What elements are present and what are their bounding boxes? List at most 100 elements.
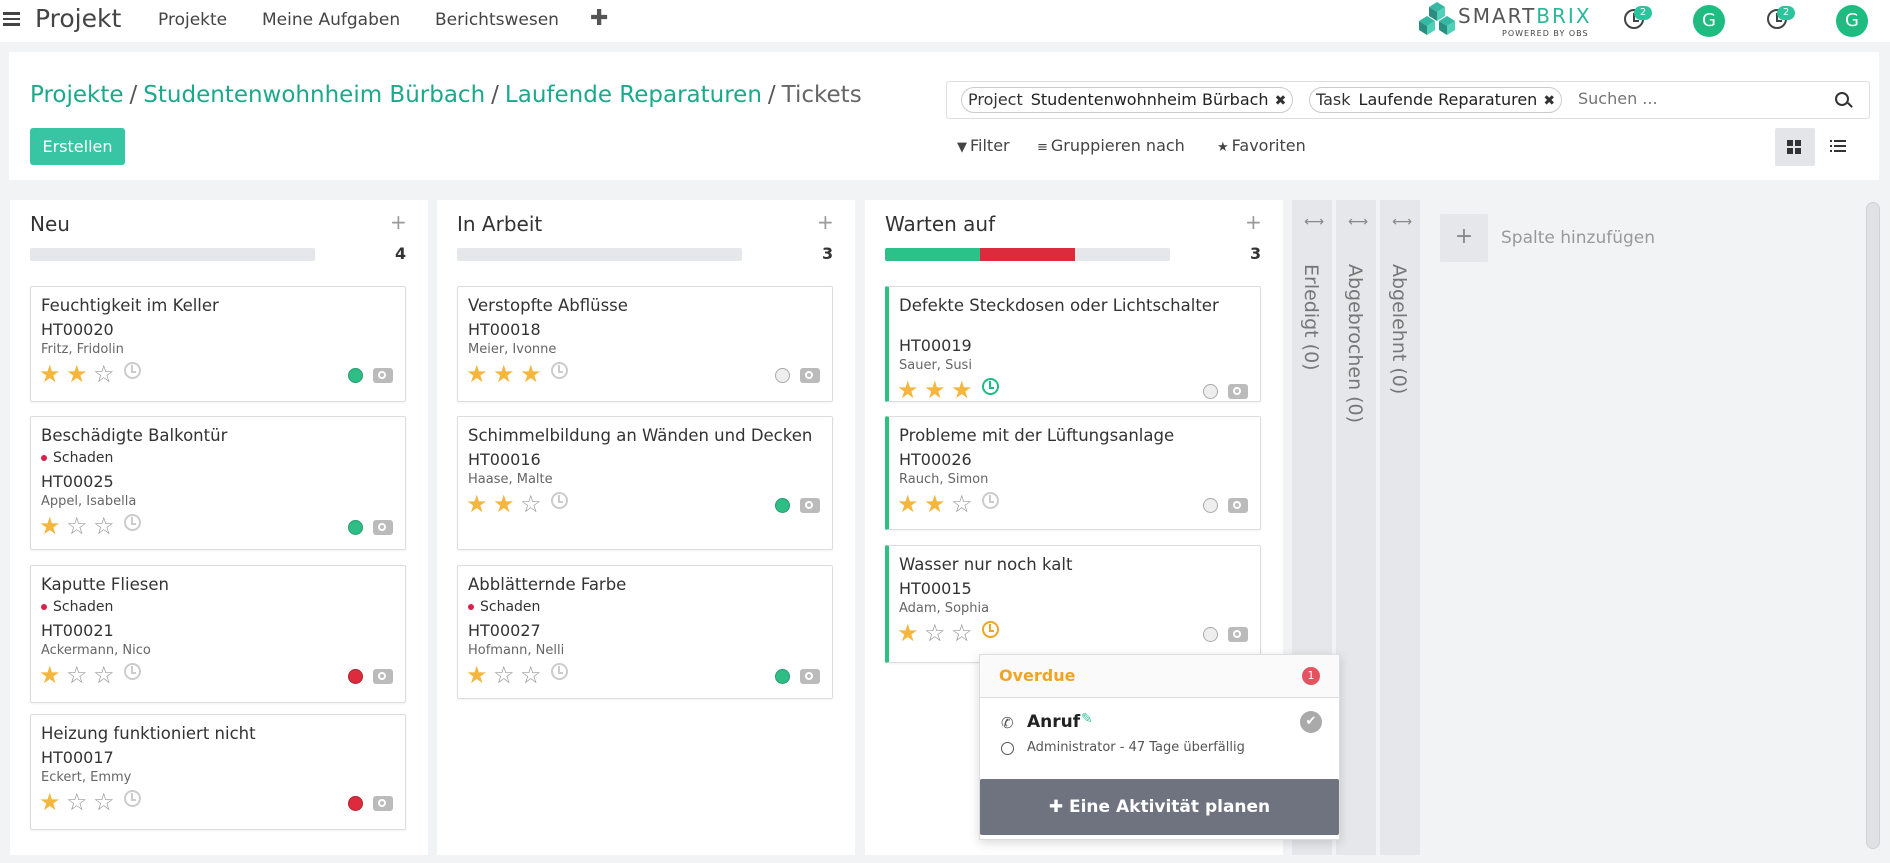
activity-clock-icon[interactable] [551, 492, 568, 509]
group-by-button[interactable]: ≡ Gruppieren nach [1037, 136, 1185, 155]
priority-star-icon[interactable]: ★ [466, 661, 488, 689]
add-column-label[interactable]: Spalte hinzufügen [1501, 228, 1656, 248]
priority-star-icon[interactable]: ★ [897, 490, 919, 518]
priority-star-icon[interactable]: ★ [493, 360, 515, 388]
priority-star-icon[interactable]: ☆ [66, 788, 88, 816]
status-dot[interactable] [775, 368, 790, 383]
menu-projekte[interactable]: Projekte [158, 10, 228, 30]
priority-star-icon[interactable]: ★ [66, 360, 88, 388]
priority-star-icon[interactable]: ☆ [93, 512, 115, 540]
priority-star-icon[interactable]: ☆ [93, 661, 115, 689]
camera-icon[interactable] [373, 368, 393, 383]
priority-star-icon[interactable]: ★ [924, 376, 946, 404]
status-dot[interactable] [348, 669, 363, 684]
quick-add-icon[interactable]: + [1245, 210, 1262, 234]
priority-star-icon[interactable]: ☆ [493, 661, 515, 689]
priority-star-icon[interactable]: ★ [493, 490, 515, 518]
kanban-card[interactable]: Schimmelbildung an Wänden und Decken HT00… [457, 416, 833, 550]
activity-clock-icon[interactable] [551, 663, 568, 680]
priority-star-icon[interactable]: ☆ [951, 619, 973, 647]
activity-clock-icon[interactable] [551, 362, 568, 379]
kanban-card[interactable]: Kaputte Fliesen Schaden HT00021 Ackermann, … [30, 565, 406, 703]
remove-facet-icon[interactable]: ✖ [1543, 93, 1556, 109]
kanban-card[interactable]: Verstopfte Abflüsse HT00018 Meier, Ivonne ★… [457, 286, 833, 402]
priority-star-icon[interactable]: ★ [39, 512, 61, 540]
camera-icon[interactable] [800, 368, 820, 383]
priority-star-icon[interactable]: ★ [39, 661, 61, 689]
priority-star-icon[interactable]: ☆ [66, 512, 88, 540]
column-progress-bar[interactable] [30, 248, 315, 261]
activity-title[interactable]: Anruf [1027, 712, 1081, 732]
status-dot[interactable] [1203, 384, 1218, 399]
create-button[interactable]: Erstellen [30, 128, 125, 165]
progress-segment[interactable] [979, 248, 1075, 261]
priority-star-icon[interactable]: ★ [466, 360, 488, 388]
kanban-card[interactable]: Beschädigte Balkontür Schaden HT00025 Appel… [30, 416, 406, 550]
activity-clock-icon[interactable] [982, 378, 999, 395]
menu-berichtswesen[interactable]: Berichtswesen [435, 10, 559, 30]
activity-clock-icon[interactable] [124, 514, 141, 531]
status-dot[interactable] [1203, 498, 1218, 513]
status-dot[interactable] [348, 368, 363, 383]
priority-star-icon[interactable]: ☆ [93, 788, 115, 816]
menu-meine-aufgaben[interactable]: Meine Aufgaben [262, 10, 401, 30]
kanban-card[interactable]: Heizung funktioniert nicht HT00017 Eckert,… [30, 714, 406, 830]
camera-icon[interactable] [373, 796, 393, 811]
list-view-button[interactable] [1818, 128, 1858, 166]
priority-star-icon[interactable]: ☆ [520, 490, 542, 518]
priority-star-icon[interactable]: ★ [39, 360, 61, 388]
kanban-card[interactable]: Feuchtigkeit im Keller HT00020 Fritz, Frid… [30, 286, 406, 402]
scrollbar[interactable] [1866, 202, 1880, 849]
priority-star-icon[interactable]: ★ [897, 376, 919, 404]
status-dot[interactable] [775, 498, 790, 513]
column-progress-bar[interactable] [885, 248, 1170, 261]
breadcrumb-task[interactable]: Laufende Reparaturen [504, 82, 762, 108]
breadcrumb-project[interactable]: Studentenwohnheim Bürbach [143, 82, 486, 108]
priority-star-icon[interactable]: ★ [897, 619, 919, 647]
folded-column-abgebrochen[interactable]: ⟷ Abgebrochen (0) [1336, 200, 1376, 855]
user-avatar[interactable]: G [1836, 5, 1868, 37]
folded-column-abgelehnt[interactable]: ⟷ Abgelehnt (0) [1380, 200, 1420, 855]
quick-add-icon[interactable]: + [817, 210, 834, 234]
priority-star-icon[interactable]: ★ [951, 376, 973, 404]
camera-icon[interactable] [800, 669, 820, 684]
avatar[interactable]: G [1693, 5, 1725, 37]
camera-icon[interactable] [373, 669, 393, 684]
status-dot[interactable] [1203, 627, 1218, 642]
app-title[interactable]: Projekt [35, 4, 122, 33]
column-progress-bar[interactable] [457, 248, 742, 261]
camera-icon[interactable] [373, 520, 393, 535]
kanban-card[interactable]: Wasser nur noch kalt HT00015 Adam, Sophia ★… [885, 545, 1261, 663]
status-dot[interactable] [348, 520, 363, 535]
favorites-button[interactable]: ★ Favoriten [1217, 136, 1306, 155]
search-icon[interactable] [1835, 92, 1849, 106]
priority-star-icon[interactable]: ☆ [951, 490, 973, 518]
activity-clock-icon[interactable] [982, 492, 999, 509]
add-menu-icon[interactable]: ✚ [590, 6, 609, 31]
status-dot[interactable] [775, 669, 790, 684]
activity-clock-icon[interactable] [124, 790, 141, 807]
kanban-card[interactable]: Probleme mit der Lüftungsanlage HT00026 Ra… [885, 416, 1261, 530]
camera-icon[interactable] [800, 498, 820, 513]
priority-star-icon[interactable]: ★ [39, 788, 61, 816]
mark-done-check-icon[interactable]: ✔ [1300, 711, 1322, 733]
add-column-button[interactable]: + [1440, 214, 1488, 262]
breadcrumb-projekte[interactable]: Projekte [30, 82, 124, 108]
status-dot[interactable] [348, 796, 363, 811]
camera-icon[interactable] [1228, 384, 1248, 399]
quick-add-icon[interactable]: + [390, 210, 407, 234]
priority-star-icon[interactable]: ☆ [520, 661, 542, 689]
camera-icon[interactable] [1228, 498, 1248, 513]
kanban-card[interactable]: Abblätternde Farbe Schaden HT00027 Hofmann,… [457, 565, 833, 699]
priority-star-icon[interactable]: ★ [924, 490, 946, 518]
activity-clock-icon[interactable] [124, 362, 141, 379]
priority-star-icon[interactable]: ★ [466, 490, 488, 518]
kanban-view-button[interactable] [1775, 128, 1815, 166]
priority-star-icon[interactable]: ☆ [924, 619, 946, 647]
priority-star-icon[interactable]: ☆ [93, 360, 115, 388]
edit-pencil-icon[interactable]: ✎ [1081, 711, 1093, 727]
hamburger-menu-icon[interactable] [3, 9, 23, 31]
remove-facet-icon[interactable]: ✖ [1274, 93, 1287, 109]
kanban-card[interactable]: Defekte Steckdosen oder Lichtschalter HT0… [885, 286, 1261, 402]
activity-clock-icon[interactable] [124, 663, 141, 680]
